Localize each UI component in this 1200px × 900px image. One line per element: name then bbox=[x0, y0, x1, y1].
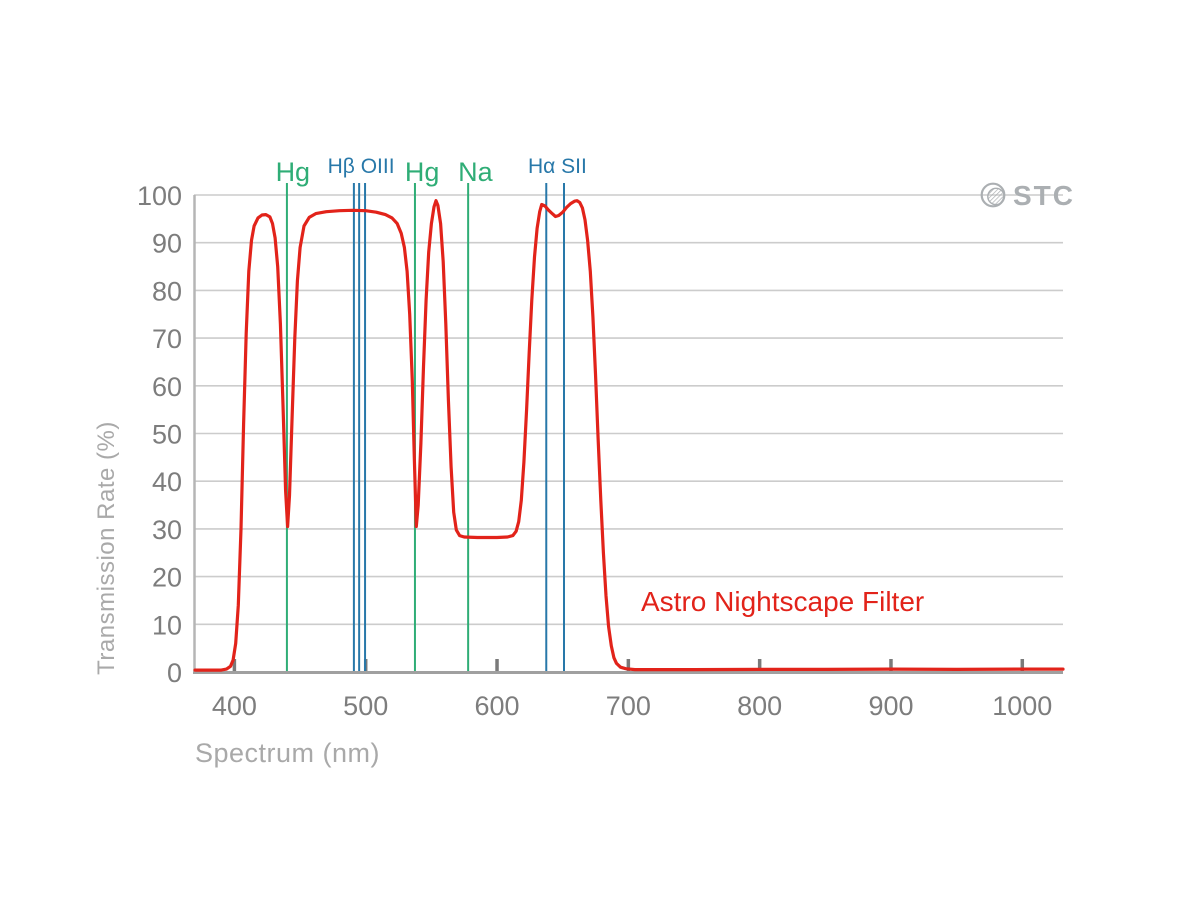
y-axis-title: Transmission Rate (%) bbox=[93, 421, 120, 675]
stc-logo: STC bbox=[980, 181, 1075, 211]
x-tick-label-900: 900 bbox=[868, 691, 913, 721]
spectral-line-label-na: Na bbox=[458, 157, 493, 187]
spectral-line-label-hβ-oiii: Hβ OIII bbox=[328, 155, 395, 178]
y-tick-label-10: 10 bbox=[152, 610, 182, 640]
stc-logo-icon bbox=[980, 182, 1006, 208]
y-tick-label-0: 0 bbox=[167, 658, 182, 688]
x-tick-label-1000: 1000 bbox=[992, 691, 1052, 721]
y-tick-label-30: 30 bbox=[152, 515, 182, 545]
x-axis-title: Spectrum (nm) bbox=[195, 738, 381, 768]
y-tick-label-40: 40 bbox=[152, 467, 182, 497]
x-tick-label-500: 500 bbox=[343, 691, 388, 721]
x-tick-label-600: 600 bbox=[474, 691, 519, 721]
x-tick-label-400: 400 bbox=[212, 691, 257, 721]
y-tick-label-90: 90 bbox=[152, 229, 182, 259]
spectral-line-label-hg: Hg bbox=[276, 157, 311, 187]
spectral-line-label-hg: Hg bbox=[405, 157, 440, 187]
y-tick-label-70: 70 bbox=[152, 324, 182, 354]
y-tick-label-80: 80 bbox=[152, 276, 182, 306]
y-tick-label-60: 60 bbox=[152, 372, 182, 402]
spectral-line-label-hα-sii: Hα SII bbox=[528, 155, 587, 178]
y-tick-label-20: 20 bbox=[152, 563, 182, 593]
series-annotation: Astro Nightscape Filter bbox=[641, 586, 925, 617]
y-tick-label-100: 100 bbox=[137, 181, 182, 211]
x-tick-label-700: 700 bbox=[606, 691, 651, 721]
x-tick-label-800: 800 bbox=[737, 691, 782, 721]
stc-logo-text: STC bbox=[1013, 180, 1075, 211]
transmission-curve bbox=[193, 199, 1065, 672]
y-tick-label-50: 50 bbox=[152, 420, 182, 450]
